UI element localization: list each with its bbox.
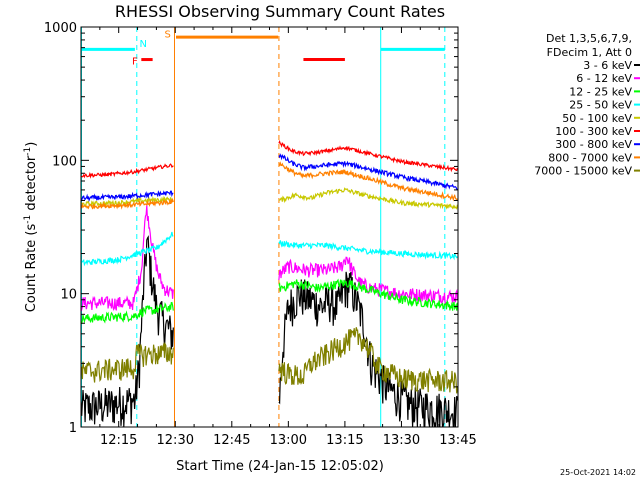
legend-entry-12-25-kev: 12 - 25 keV xyxy=(569,85,632,98)
y-axis-label: Count Rate (s-1 detector-1) xyxy=(23,142,39,313)
flag-label-0: N xyxy=(139,39,146,50)
x-tick-label: 12:15 xyxy=(100,433,137,448)
x-tick-label: 13:00 xyxy=(270,433,307,448)
legend-entry-50-100-kev: 50 - 100 keV xyxy=(562,112,632,125)
series-line-7000-15000-kev xyxy=(81,327,458,394)
x-tick-label: 13:45 xyxy=(439,433,476,448)
x-tick-label: 13:15 xyxy=(326,433,363,448)
y-tick-label: 1000 xyxy=(44,21,77,36)
legend-entry-800-7000-kev: 800 - 7000 keV xyxy=(548,151,632,164)
legend-entry-6-12-kev: 6 - 12 keV xyxy=(576,72,632,85)
series-line-100-300-kev xyxy=(81,139,458,179)
flag-label-2: F xyxy=(132,57,138,68)
legend-header-line-1: Det 1,3,5,6,7,9, xyxy=(546,32,632,45)
chart-title: RHESSI Observing Summary Count Rates xyxy=(115,2,445,21)
plot-content: N S F xyxy=(81,27,458,427)
axes: 12:15 12:30 12:45 13:00 13:15 13:30 13:45 1 10 10… xyxy=(44,21,477,448)
y-tick-label: 100 xyxy=(52,154,77,169)
y-axis-label-mid: detector xyxy=(24,155,39,215)
x-axis-label: Start Time (24-Jan-15 12:05:02) xyxy=(176,459,384,474)
y-axis-label-post: ) xyxy=(24,142,39,147)
legend-entry-7000-15000-kev: 7000 - 15000 keV xyxy=(534,165,632,178)
legend-entry-25-50-kev: 25 - 50 keV xyxy=(569,99,632,112)
y-tick-label: 10 xyxy=(60,288,77,303)
x-tick-label: 13:30 xyxy=(383,433,420,448)
footer-timestamp: 25-Oct-2021 14:02 xyxy=(560,468,636,477)
y-tick-label: 1 xyxy=(69,421,77,436)
y-axis-label-pre: Count Rate (s xyxy=(24,224,39,313)
series-line-12-25-kev xyxy=(81,278,458,325)
y-axis-label-sup1: -1 xyxy=(23,215,33,224)
series-line-6-12-kev xyxy=(81,205,458,312)
series-line-800-7000-kev xyxy=(81,161,458,210)
flag-label-1: S xyxy=(165,30,171,41)
y-axis-label-sup2: -1 xyxy=(23,147,33,156)
x-tick-label: 12:30 xyxy=(157,433,194,448)
legend-entry-300-800-kev: 300 - 800 keV xyxy=(555,138,632,151)
series-line-300-800-kev xyxy=(81,153,458,203)
legend: Det 1,3,5,6,7,9, FDecim 1, Att 0 3 - 6 k… xyxy=(534,32,640,178)
legend-header-line-2: FDecim 1, Att 0 xyxy=(547,46,632,59)
legend-entry-100-300-kev: 100 - 300 keV xyxy=(555,125,632,138)
series-line-25-50-kev xyxy=(81,231,458,267)
x-tick-label: 12:45 xyxy=(213,433,250,448)
legend-entry-3-6-kev: 3 - 6 keV xyxy=(583,59,632,72)
series-group xyxy=(81,27,458,427)
series-line-3-6-kev xyxy=(81,235,458,427)
